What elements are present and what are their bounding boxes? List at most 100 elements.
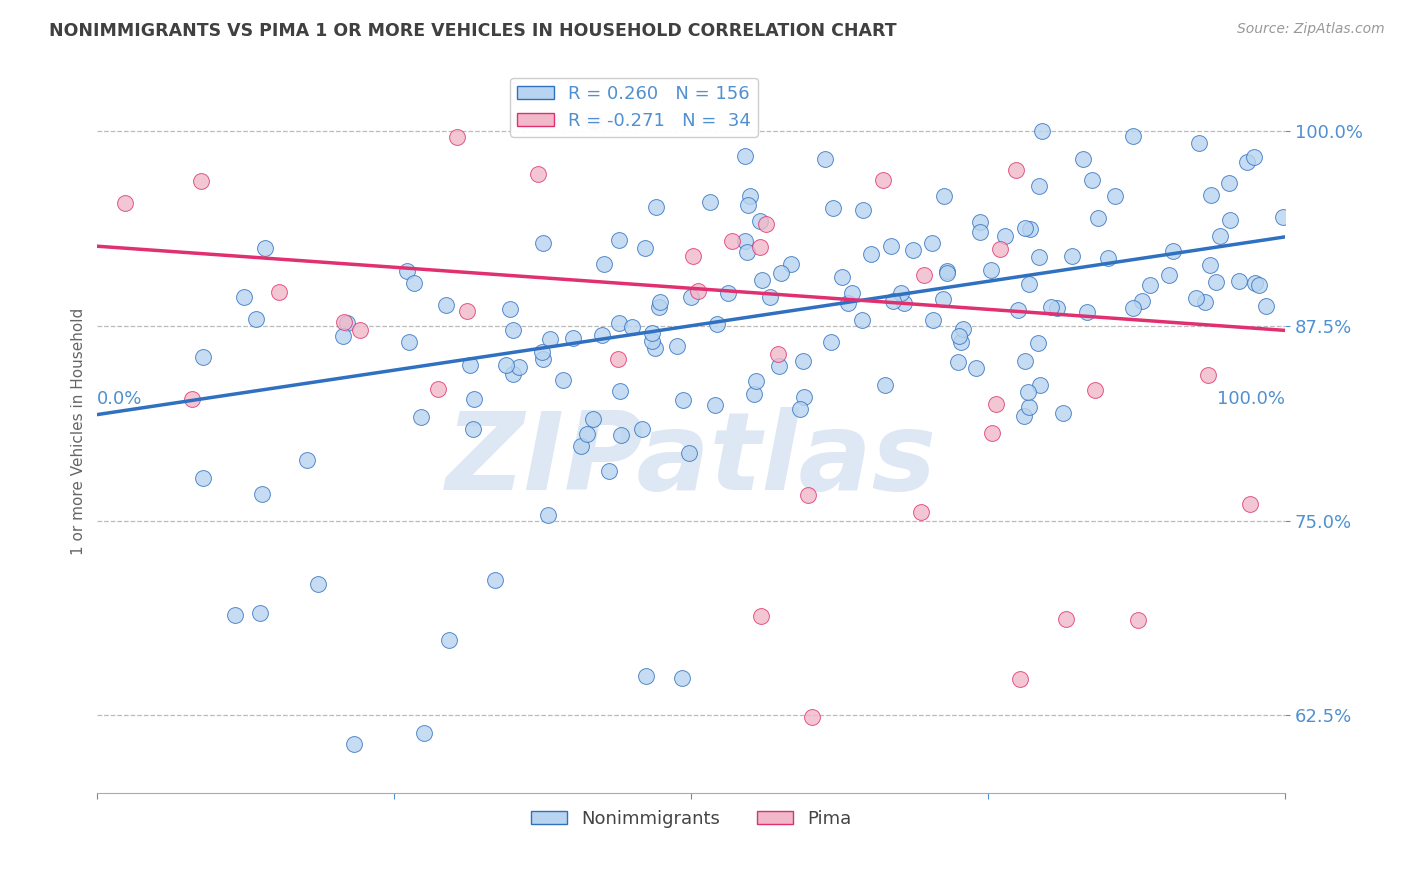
Point — [333, 315, 356, 329]
Point — [1007, 303, 1029, 318]
Point — [1052, 406, 1074, 420]
Point — [931, 293, 953, 307]
Point — [1219, 213, 1241, 227]
Point — [269, 285, 291, 299]
Point — [343, 738, 366, 752]
Point — [779, 256, 801, 270]
Point — [988, 242, 1011, 256]
Point — [575, 427, 598, 442]
Point — [820, 334, 842, 349]
Point — [1239, 497, 1261, 511]
Point — [893, 295, 915, 310]
Point — [880, 239, 903, 253]
Point — [789, 401, 811, 416]
Point — [948, 329, 970, 343]
Point — [1005, 163, 1028, 178]
Point — [813, 153, 835, 167]
Point — [533, 235, 555, 250]
Point — [1081, 173, 1104, 187]
Text: Source: ZipAtlas.com: Source: ZipAtlas.com — [1237, 22, 1385, 37]
Point — [952, 322, 974, 336]
Point — [1010, 672, 1032, 686]
Point — [1076, 305, 1098, 319]
Point — [912, 268, 935, 282]
Point — [531, 344, 554, 359]
Point — [1128, 613, 1150, 627]
Point — [671, 671, 693, 685]
Point — [641, 326, 664, 341]
Text: 0.0%: 0.0% — [97, 390, 143, 408]
Point — [1097, 251, 1119, 265]
Point — [502, 323, 524, 337]
Point — [502, 367, 524, 381]
Y-axis label: 1 or more Vehicles in Household: 1 or more Vehicles in Household — [72, 308, 86, 555]
Point — [742, 386, 765, 401]
Point — [1209, 228, 1232, 243]
Point — [706, 317, 728, 331]
Point — [537, 508, 560, 523]
Point — [591, 328, 613, 343]
Point — [936, 266, 959, 280]
Point — [734, 149, 756, 163]
Point — [734, 234, 756, 248]
Point — [821, 201, 844, 215]
Point — [224, 607, 246, 622]
Point — [837, 296, 859, 310]
Point — [190, 173, 212, 187]
Point — [607, 233, 630, 247]
Point — [748, 214, 770, 228]
Point — [882, 294, 904, 309]
Point — [1256, 299, 1278, 313]
Point — [737, 198, 759, 212]
Point — [551, 373, 574, 387]
Point — [965, 361, 987, 376]
Text: ZIPatlas: ZIPatlas — [446, 407, 936, 513]
Point — [993, 229, 1015, 244]
Point — [114, 195, 136, 210]
Point — [648, 300, 671, 314]
Point — [768, 359, 790, 373]
Point — [793, 390, 815, 404]
Point — [191, 350, 214, 364]
Point — [437, 633, 460, 648]
Point — [681, 290, 703, 304]
Point — [831, 269, 853, 284]
Point — [1236, 154, 1258, 169]
Point — [582, 412, 605, 426]
Point — [636, 669, 658, 683]
Point — [910, 505, 932, 519]
Point — [1071, 153, 1094, 167]
Point — [634, 241, 657, 255]
Point — [402, 277, 425, 291]
Point — [901, 243, 924, 257]
Point — [796, 488, 818, 502]
Point — [738, 189, 761, 203]
Point — [682, 249, 704, 263]
Point — [1227, 274, 1250, 288]
Point — [569, 439, 592, 453]
Point — [1017, 384, 1039, 399]
Point — [1122, 128, 1144, 143]
Point — [1272, 210, 1295, 224]
Point — [1028, 178, 1050, 193]
Point — [598, 464, 620, 478]
Point — [1243, 150, 1265, 164]
Point — [582, 113, 605, 128]
Point — [461, 422, 484, 436]
Point — [1054, 612, 1077, 626]
Point — [686, 284, 709, 298]
Point — [704, 398, 727, 412]
Point — [307, 576, 329, 591]
Point — [620, 319, 643, 334]
Point — [1185, 291, 1208, 305]
Point — [1188, 136, 1211, 151]
Point — [1028, 250, 1050, 264]
Point — [1244, 276, 1267, 290]
Point — [607, 316, 630, 330]
Point — [949, 334, 972, 349]
Point — [1139, 277, 1161, 292]
Point — [936, 264, 959, 278]
Point — [631, 422, 654, 436]
Point — [1122, 301, 1144, 315]
Point — [1199, 188, 1222, 202]
